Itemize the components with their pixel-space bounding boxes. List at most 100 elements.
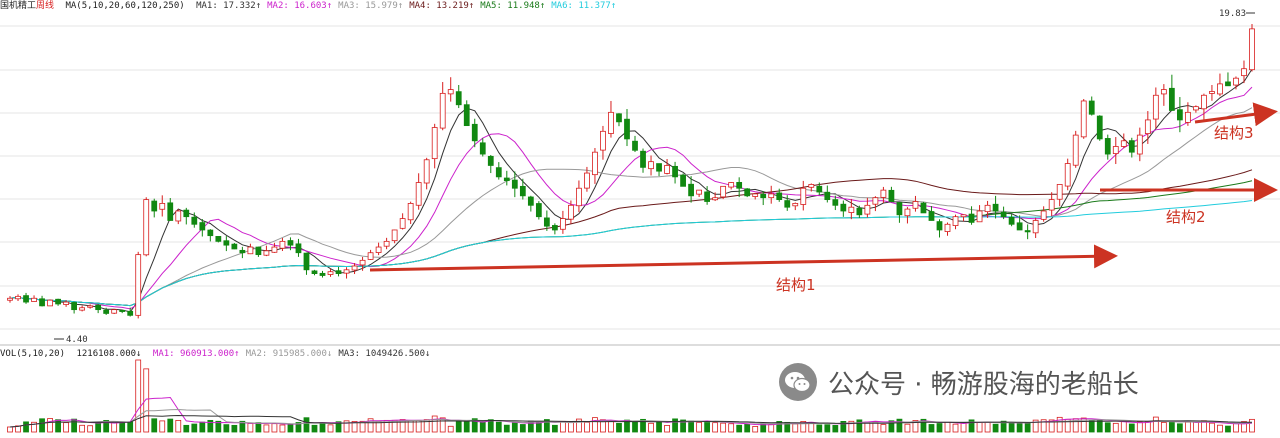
volume-bar-151: [1217, 424, 1223, 433]
candle-body-143: [1152, 94, 1159, 120]
candle-body-14: [119, 309, 126, 312]
volume-bar-11: [95, 421, 102, 433]
volume-bar-56: [455, 421, 462, 433]
volume-bar-18: [151, 418, 158, 433]
candle-body-72: [584, 172, 590, 189]
candle-body-62: [503, 177, 510, 182]
volume-bar-126: [1016, 423, 1023, 433]
candle-body-38: [311, 270, 318, 275]
low-label: 4.40: [66, 335, 88, 345]
candle-body-25: [207, 229, 214, 237]
candle-body-110: [888, 189, 895, 202]
volume-bar-23: [191, 423, 198, 433]
volume-bar-73: [592, 417, 598, 433]
candle-body-89: [720, 185, 727, 198]
candle-body-65: [527, 196, 534, 206]
candle-body-28: [231, 243, 238, 250]
volume-bar-30: [247, 423, 254, 433]
candle-body-91: [736, 181, 743, 189]
volume-bar-7: [63, 422, 69, 433]
structure-label-2: 结构2: [1166, 208, 1206, 226]
volume-bar-115: [928, 424, 935, 433]
vol-ma-readout-2: MA2: 915985.000↓: [245, 349, 333, 359]
candle-body-120: [968, 213, 975, 223]
volume-bar-146: [1176, 423, 1183, 433]
volume-bar-0: [7, 426, 13, 433]
candle-body-40: [327, 271, 334, 275]
volume-bar-69: [560, 420, 566, 433]
ma-params: MA(5,10,20,60,120,250): [65, 1, 185, 11]
candle-body-64: [519, 185, 526, 197]
volume-bar-136: [1096, 419, 1103, 433]
volume-bar-67: [543, 419, 550, 433]
volume-bar-125: [1008, 422, 1015, 433]
candle-body-102: [824, 191, 831, 201]
candle-body-5: [47, 299, 53, 307]
stock-name: 国机精工: [0, 1, 37, 11]
candle-body-107: [864, 204, 871, 215]
volume-bar-141: [1136, 421, 1143, 433]
candle-body-7: [63, 301, 69, 305]
volume-bar-79: [640, 418, 646, 433]
candle-body-68: [551, 225, 558, 231]
candle-body-117: [944, 223, 951, 232]
volume-bar-22: [183, 424, 190, 433]
candle-body-118: [952, 216, 959, 226]
candle-body-33: [271, 246, 278, 253]
candle-body-150: [1209, 91, 1215, 94]
volume-bar-29: [239, 420, 246, 433]
candle-body-148: [1193, 106, 1199, 111]
volume-bar-96: [776, 421, 783, 433]
candle-body-66: [535, 203, 542, 218]
volume-bar-143: [1152, 416, 1159, 433]
candles: [7, 24, 1255, 319]
volume-bar-152: [1225, 425, 1231, 433]
volume-bar-98: [792, 423, 799, 433]
candle-body-42: [343, 269, 350, 274]
candle-body-74: [600, 130, 606, 151]
candle-body-47: [383, 240, 390, 247]
volume-bar-116: [936, 423, 943, 433]
volume-bar-155: [1249, 418, 1255, 433]
volume-bar-60: [487, 419, 494, 433]
candle-body-36: [295, 243, 302, 254]
volume-bar-131: [1056, 416, 1063, 433]
candle-body-130: [1048, 199, 1055, 211]
volume-bar-127: [1024, 422, 1031, 433]
watermark: 公众号 · 畅游股海的老船长: [778, 362, 1139, 402]
candle-body-149: [1201, 94, 1207, 110]
volume-bar-134: [1080, 417, 1087, 433]
volume-bar-54: [439, 417, 446, 433]
candle-body-16: [135, 254, 142, 316]
volume-bar-55: [447, 425, 454, 433]
volume-bar-102: [824, 424, 831, 433]
candle-body-79: [640, 150, 646, 168]
candle-body-30: [247, 246, 254, 255]
candle-body-138: [1112, 146, 1119, 154]
volume-bar-63: [511, 422, 518, 433]
volume-bar-154: [1241, 421, 1247, 433]
structure-arrow-1: [369, 244, 1118, 272]
candle-body-78: [632, 140, 638, 151]
volume-bar-106: [856, 419, 863, 433]
candle-body-59: [479, 142, 486, 155]
candle-body-105: [848, 206, 855, 213]
ma-readouts: MA1: 17.332↑ MA2: 16.603↑ MA3: 15.979↑ MA4:…: [196, 1, 622, 11]
ma-readout-1: MA1: 17.332↑: [196, 1, 262, 11]
annotation-labels: 结构1 结构2 结构3 19.83 4.40: [54, 9, 1255, 345]
candle-body-81: [656, 163, 662, 172]
volume-bar-19: [159, 420, 166, 433]
candle-body-34: [279, 240, 286, 249]
candle-body-134: [1080, 100, 1087, 138]
candle-body-20: [167, 202, 174, 221]
candle-body-50: [407, 203, 414, 221]
candle-body-41: [335, 270, 342, 274]
volume-bar-88: [712, 422, 719, 433]
candle-body-115: [928, 211, 935, 221]
candle-body-127: [1024, 230, 1031, 233]
ma-readout-5: MA5: 11.948↑: [480, 1, 546, 11]
volume-bar-124: [1000, 420, 1007, 433]
volume-bar-8: [71, 418, 77, 433]
candle-body-113: [912, 201, 919, 209]
candle-body-54: [439, 92, 446, 129]
